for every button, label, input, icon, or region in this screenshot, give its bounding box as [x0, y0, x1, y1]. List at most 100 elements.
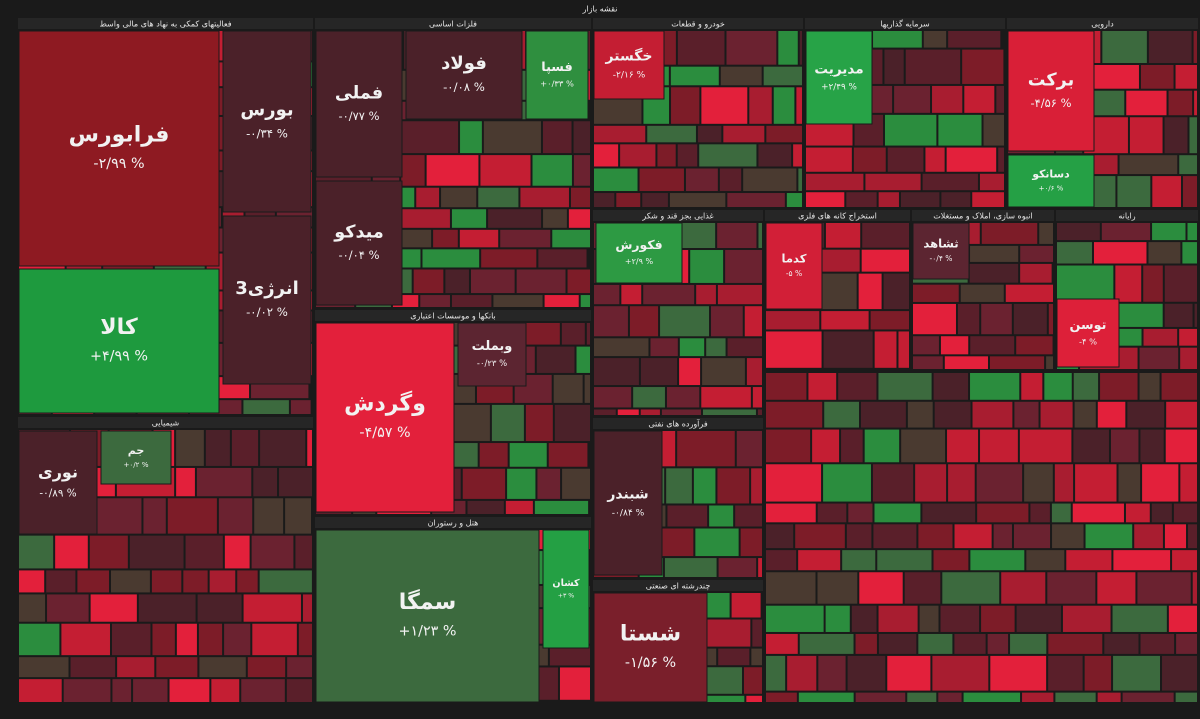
minor-tile: [1057, 265, 1114, 302]
minor-tile: [169, 679, 210, 702]
minor-tile: [766, 125, 802, 143]
minor-tile: [542, 121, 572, 154]
minor-tile: [594, 409, 616, 415]
minor-tile: [1194, 303, 1197, 327]
minor-tile: [752, 387, 762, 408]
minor-tile: [1097, 401, 1126, 428]
minor-tile: [19, 535, 54, 569]
sector-header: [805, 18, 1005, 29]
minor-tile: [647, 125, 696, 143]
minor-tile: [445, 269, 469, 294]
minor-tile: [562, 468, 590, 499]
minor-tile: [478, 187, 519, 208]
sector-title: دارویی: [1091, 20, 1114, 29]
minor-tile: [873, 31, 922, 48]
minor-tile: [643, 284, 695, 305]
minor-tile: [887, 147, 924, 172]
minor-tile: [1148, 242, 1181, 264]
minor-tile: [1005, 284, 1053, 302]
minor-tile: [846, 192, 877, 207]
minor-tile: [848, 503, 873, 523]
sector-title: چندرشته ای صنعتی: [646, 582, 711, 591]
minor-tile: [861, 249, 909, 272]
minor-tile: [706, 338, 726, 357]
stock-change: -۲/۹۹ %: [93, 156, 144, 172]
minor-tile: [594, 125, 646, 143]
minor-tile: [1122, 692, 1174, 702]
minor-tile: [664, 558, 717, 577]
minor-tile: [671, 87, 700, 124]
minor-tile: [922, 503, 976, 523]
minor-tile: [1179, 155, 1197, 175]
minor-tile: [700, 619, 751, 647]
minor-tile: [744, 306, 762, 337]
minor-tile: [205, 430, 230, 466]
minor-tile: [970, 550, 1025, 571]
sector-title: بانکها و موسسات اعتباری: [410, 312, 496, 321]
minor-tile: [633, 387, 665, 408]
minor-tile: [185, 535, 223, 569]
minor-tile: [1119, 155, 1178, 175]
minor-tile: [1129, 117, 1163, 154]
minor-tile: [1168, 90, 1193, 116]
minor-tile: [873, 524, 917, 549]
stock-name: شبندر: [606, 487, 648, 503]
minor-tile: [433, 229, 458, 248]
minor-tile: [1057, 242, 1092, 264]
minor-tile: [743, 667, 762, 694]
minor-tile: [948, 464, 975, 502]
sector-header: [315, 517, 591, 528]
minor-tile: [701, 387, 751, 408]
minor-tile: [874, 503, 921, 523]
minor-tile: [493, 295, 543, 307]
minor-tile: [946, 147, 997, 172]
stock-name: کشان: [552, 578, 580, 589]
minor-tile: [616, 193, 641, 207]
minor-tile: [934, 401, 971, 428]
minor-tile: [799, 31, 802, 65]
minor-tile: [919, 605, 939, 632]
stock-change: -۰/۰۴ %: [339, 248, 380, 262]
stock-tile: [525, 30, 589, 120]
minor-tile: [806, 192, 845, 207]
minor-tile: [534, 500, 589, 514]
minor-tile: [990, 655, 1047, 691]
stock-change: +۰/۲ %: [123, 460, 148, 469]
minor-tile: [167, 498, 217, 534]
minor-tile: [307, 430, 312, 466]
minor-tile: [584, 374, 590, 403]
minor-tile: [287, 657, 312, 678]
minor-tile: [552, 229, 590, 248]
minor-tile: [766, 311, 820, 330]
minor-tile: [766, 503, 816, 523]
stock-change: -۰/۰۸ %: [443, 80, 485, 94]
minor-tile: [661, 409, 701, 415]
minor-tile: [1113, 550, 1171, 571]
stock-tile: [765, 222, 823, 310]
minor-tile: [793, 144, 802, 167]
minor-tile: [543, 209, 567, 228]
minor-tile: [1139, 347, 1179, 369]
minor-tile: [1075, 464, 1117, 502]
minor-tile: [237, 570, 258, 593]
minor-tile: [981, 303, 1012, 335]
minor-tile: [979, 173, 1004, 191]
minor-tile: [1001, 572, 1046, 604]
minor-tile: [532, 155, 572, 186]
minor-tile: [1151, 503, 1172, 523]
minor-tile: [544, 295, 579, 307]
stock-tile: [593, 30, 665, 100]
minor-tile: [905, 49, 961, 84]
stock-name: میدکو: [333, 222, 384, 242]
minor-tile: [279, 467, 312, 497]
minor-tile: [1092, 90, 1125, 116]
minor-tile: [887, 655, 931, 691]
minor-tile: [812, 429, 840, 463]
stock-name: انرژی3: [235, 278, 299, 299]
minor-tile: [1019, 429, 1072, 463]
stock-change: +۳ %: [558, 593, 575, 600]
minor-tile: [894, 85, 931, 113]
minor-tile: [972, 401, 1013, 428]
minor-tile: [1097, 692, 1121, 702]
minor-tile: [516, 269, 566, 294]
